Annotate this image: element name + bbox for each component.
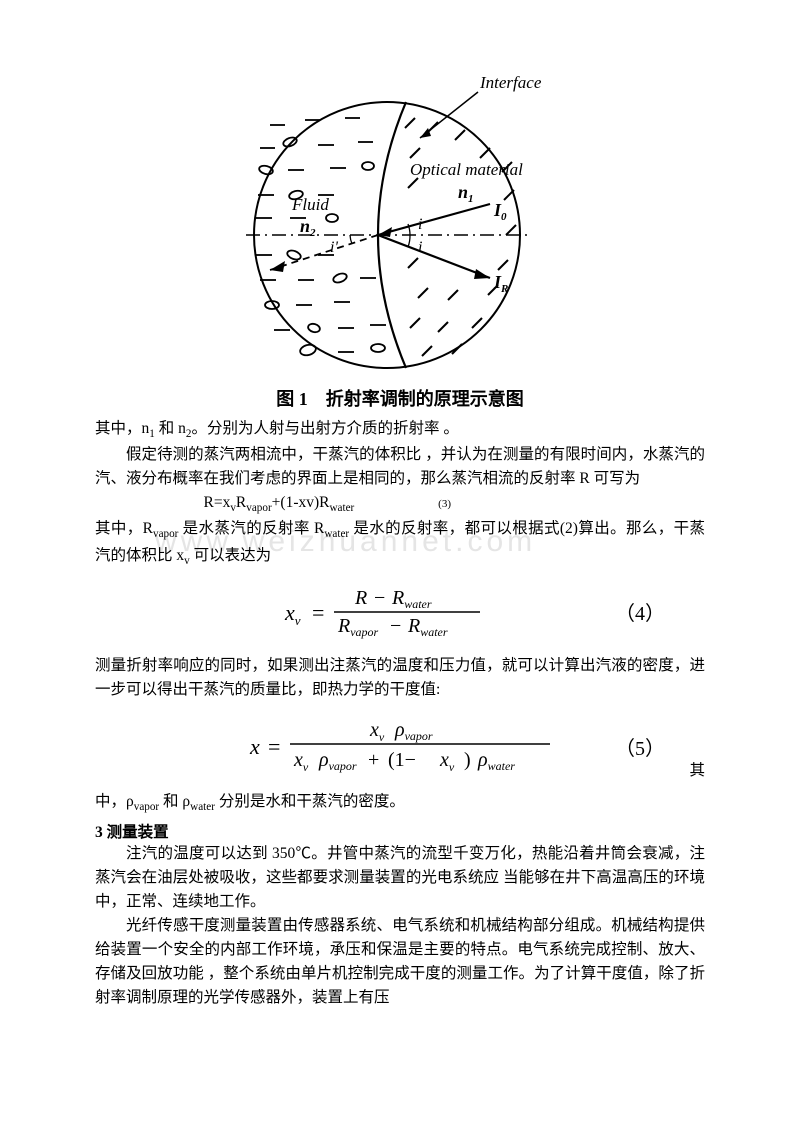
equation-4-num: （4） — [615, 597, 665, 626]
figure-1-svg: Interface — [210, 70, 590, 370]
para-6: 注汽的温度可以达到 350℃。井管中蒸汽的流型千变万化，热能沿着井筒会衰减，注蒸… — [95, 842, 705, 914]
optical-hatching — [405, 118, 516, 356]
equation-5-num: （5） — [615, 732, 665, 761]
label-IR: IR — [493, 272, 508, 295]
svg-text:xv: xv — [293, 749, 309, 774]
svg-text:=: = — [268, 734, 280, 759]
label-interface: Interface — [479, 73, 542, 92]
label-i-lower: i — [418, 239, 422, 256]
page-content: Interface — [95, 70, 705, 1011]
svg-text:=: = — [312, 600, 324, 625]
fluid-droplets — [256, 118, 386, 357]
para-5-pre: 其 — [689, 758, 705, 780]
para-5: 中，ρvapor 和 ρwater 分别是水和干蒸汽的密度。 — [95, 790, 705, 816]
label-iprime: i' — [330, 239, 338, 256]
figure-1-caption: 图 1 折射率调制的原理示意图 — [95, 385, 705, 411]
svg-text:): ) — [464, 749, 471, 771]
svg-text:−: − — [390, 615, 401, 637]
svg-text:xv: xv — [439, 749, 455, 774]
label-fluid: Fluid — [291, 195, 329, 214]
svg-text:+: + — [368, 749, 379, 771]
svg-text:ρwater: ρwater — [477, 749, 515, 773]
svg-text:ρvapor: ρvapor — [394, 719, 433, 743]
svg-text:−: − — [374, 587, 385, 609]
equation-3: R=xvRvapor+(1-xv)Rwater (3) — [95, 491, 705, 517]
equation-4: xv = R − Rwater Rvapor − Rwater （4） — [95, 584, 705, 640]
label-n2: n2 — [300, 216, 316, 239]
svg-text:(1−: (1− — [388, 749, 416, 771]
para-1: 其中，n1 和 n2。分别为人射与出射方介质的折射率 。 — [95, 417, 705, 443]
para-2: 假定待测的蒸汽两相流中，干蒸汽的体积比 ，并认为在测量的有限时间内，水蒸汽的汽、… — [95, 443, 705, 491]
svg-text:Rwater: Rwater — [391, 587, 432, 611]
svg-text:Rwater: Rwater — [407, 615, 448, 639]
label-i-upper: i — [418, 216, 422, 233]
label-optical: Optical material — [410, 160, 523, 179]
svg-text:ρvapor: ρvapor — [318, 749, 357, 773]
para-4: 测量折射率响应的同时，如果测出注蒸汽的温度和压力值，就可以计算出汽液的密度，进一… — [95, 654, 705, 702]
svg-text:R: R — [354, 587, 367, 609]
svg-text:x: x — [249, 734, 260, 759]
figure-1: Interface — [95, 70, 705, 375]
svg-text:xv: xv — [284, 600, 301, 628]
label-n1: n1 — [458, 182, 474, 205]
para-7: 光纤传感干度测量装置由传感器系统、电气系统和机械结构部分组成。机械结构提供给装置… — [95, 914, 705, 1010]
section-3-title: 3 测量装置 — [95, 820, 705, 842]
equation-5: x = xv ρvapor xv ρvapor + (1− xv ) ρwate… — [95, 716, 705, 776]
svg-text:xv: xv — [369, 719, 385, 744]
label-I0: I0 — [493, 200, 507, 223]
svg-text:Rvapor: Rvapor — [337, 615, 379, 639]
para-3: 其中，Rvapor 是水蒸汽的反射率 Rwater 是水的反射率，都可以根据式(… — [95, 517, 705, 570]
